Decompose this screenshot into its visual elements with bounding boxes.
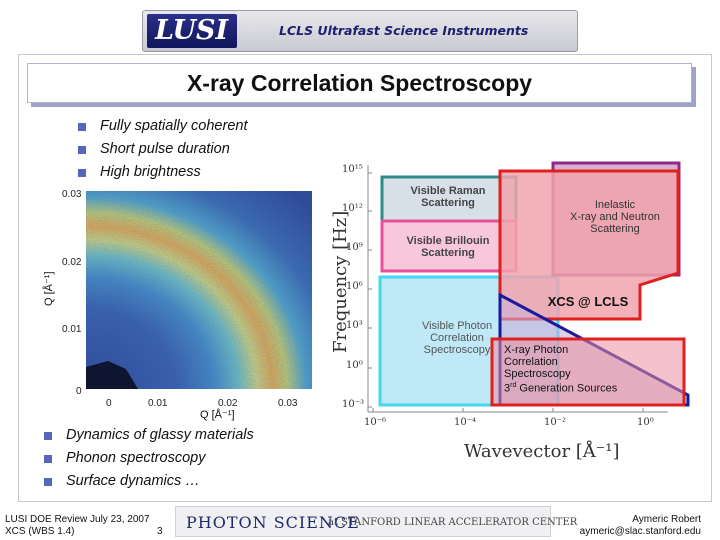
xpcs-3rd-gen-label: X-ray Photon Correlation Spectroscopy 3r…	[504, 344, 618, 395]
speckle-plot: 0.03 0.02 0.01 0 0 0.01 0.02 0.03 Q [Å⁻¹…	[20, 186, 320, 422]
y-tick: 0.01	[62, 324, 82, 335]
bullet-square-icon	[44, 455, 52, 463]
xpcs-3rd-gen-box	[490, 337, 686, 407]
bullet-square-icon	[44, 432, 52, 440]
bullet-square-icon	[78, 146, 86, 154]
banner-subtitle: LCLS Ultrafast Science Instruments	[279, 23, 529, 38]
x-tick: 10⁻⁶	[364, 417, 387, 428]
y-tick: 10¹²	[342, 203, 363, 214]
footer-review-date: LUSI DOE Review July 23, 2007	[5, 514, 150, 525]
y-tick: 10¹⁵	[342, 164, 363, 175]
slac-label: at STANFORD LINEAR ACCELERATOR CENTER	[328, 517, 578, 528]
x-tick: 0.02	[218, 398, 238, 409]
x-tick: 0.03	[278, 398, 298, 409]
raman-label: Visible Raman Scattering	[410, 185, 486, 209]
y-tick: 10⁶	[346, 281, 363, 292]
visible-brillouin-region	[380, 219, 518, 273]
slide-frame	[18, 54, 712, 502]
diagram-canvas	[367, 161, 690, 413]
x-tick: 0	[106, 398, 112, 409]
xcs-lcls-label: XCS @ LCLS	[547, 294, 629, 309]
author-email[interactable]: aymeric@slac.stanford.edu	[579, 526, 701, 537]
y-axis-label: Frequency [Hz]	[330, 210, 351, 353]
footer-right: Aymeric Robert aymeric@slac.stanford.edu	[580, 514, 701, 538]
brillouin-label: Visible Brillouin Scattering	[406, 235, 490, 259]
speckle-image	[86, 191, 312, 389]
x-tick: 0.01	[148, 398, 168, 409]
page-number: 3	[157, 526, 163, 537]
footer-wbs: XCS (WBS 1.4)	[5, 526, 75, 537]
title-box: X-ray Correlation Spectroscopy	[27, 63, 692, 103]
x-axis-label: Q [Å⁻¹]	[200, 409, 235, 421]
y-tick: 10⁹	[346, 242, 363, 253]
y-tick: 0.03	[62, 189, 82, 200]
x-tick: 10⁰	[637, 417, 654, 428]
x-axis-label: Wavevector [Å⁻¹]	[464, 441, 620, 462]
y-tick: 0.02	[62, 257, 82, 268]
footer-left: LUSI DOE Review July 23, 2007 XCS (WBS 1…	[5, 514, 150, 538]
y-tick: 10⁻³	[342, 399, 365, 410]
frequency-wavevector-diagram: Visible Raman Scattering Visible Brillou…	[328, 155, 698, 475]
inelastic-label: Inelastic X-ray and Neutron Scattering	[570, 199, 660, 235]
photon-science-logo: PHOTON SCIENCE	[186, 513, 360, 532]
vpcs-label: Visible Photon Correlation Spectroscopy	[421, 320, 493, 356]
y-tick: 0	[76, 386, 82, 397]
bullet-square-icon	[44, 478, 52, 486]
header-banner: LUSI LCLS Ultrafast Science Instruments	[142, 10, 578, 52]
bullet-square-icon	[78, 123, 86, 131]
y-tick: 10³	[346, 320, 363, 331]
bullet-square-icon	[78, 169, 86, 177]
author-name: Aymeric Robert	[632, 514, 701, 525]
y-axis-label: Q [Å⁻¹]	[43, 271, 55, 306]
x-tick: 10⁻²	[544, 417, 567, 428]
photon-science-banner: PHOTON SCIENCE at STANFORD LINEAR ACCELE…	[175, 506, 577, 537]
lusi-logo: LUSI	[147, 14, 237, 48]
slide-title: X-ray Correlation Spectroscopy	[186, 70, 533, 96]
x-tick: 10⁻⁴	[454, 417, 477, 428]
y-tick: 10⁰	[346, 360, 363, 371]
